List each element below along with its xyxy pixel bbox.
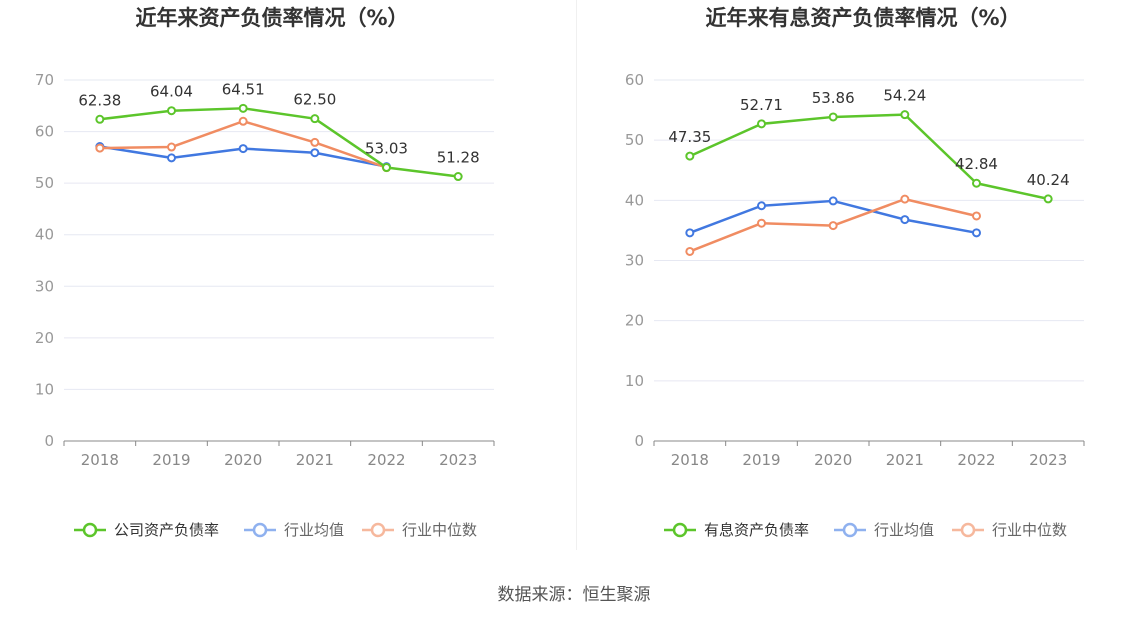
y-tick-label: 50 (35, 174, 54, 192)
data-point (95, 114, 105, 124)
x-tick-label: 2023 (439, 451, 477, 469)
data-point (900, 110, 910, 120)
y-tick-label: 20 (625, 312, 644, 330)
data-label: 62.38 (78, 91, 121, 109)
data-point (685, 246, 695, 256)
y-tick-label: 50 (625, 131, 644, 149)
data-label: 53.86 (812, 89, 855, 107)
data-point (757, 218, 766, 228)
chart-1: 近年来资产负债率情况（%） 0 10 20 30 40 50 60 70 2018 2019 2020… (35, 6, 495, 539)
legend-marker (960, 522, 976, 538)
legend-label: 行业均值 (284, 521, 344, 539)
data-point (382, 163, 391, 173)
data-point (238, 144, 248, 154)
x-tick-label: 2022 (367, 451, 405, 469)
y-tick-label: 30 (625, 252, 644, 270)
data-point (453, 172, 463, 182)
legend-item: 行业均值 (834, 521, 934, 539)
data-label: 54.24 (883, 87, 926, 105)
data-point (972, 228, 981, 238)
data-point (828, 221, 838, 231)
legend-marker (252, 522, 268, 538)
y-tick-label: 10 (625, 372, 644, 390)
data-point (238, 103, 248, 113)
data-point (167, 106, 176, 116)
series-line (99, 107, 459, 178)
data-label: 64.04 (150, 83, 193, 101)
x-tick-label: 2020 (224, 451, 262, 469)
data-point (685, 151, 695, 161)
y-tick-label: 0 (634, 432, 644, 450)
data-point (900, 215, 910, 225)
x-tick-label: 2021 (886, 451, 924, 469)
legend-label: 行业中位数 (992, 521, 1067, 539)
legend-marker (842, 522, 858, 538)
data-point (972, 178, 981, 188)
x-tick-label: 2018 (81, 451, 119, 469)
data-point (972, 211, 981, 221)
y-tick-label: 60 (35, 123, 54, 141)
y-tick-label: 70 (35, 71, 54, 89)
x-tick-label: 2022 (957, 451, 995, 469)
legend-label: 行业均值 (874, 521, 934, 539)
data-label: 62.50 (293, 91, 336, 109)
data-point (167, 142, 176, 152)
x-tick-label: 2019 (742, 451, 780, 469)
data-point (1043, 194, 1053, 204)
y-tick-label: 40 (35, 226, 54, 244)
legend-marker (82, 522, 98, 538)
data-point (238, 116, 248, 126)
data-point (310, 137, 320, 147)
legend-item: 行业均值 (244, 521, 344, 539)
chart-2: 近年来有息资产负债率情况（%） 0 10 20 30 40 50 60 2018 2019 2020… (625, 6, 1085, 539)
data-label: 40.24 (1027, 171, 1070, 189)
legend-marker (370, 522, 386, 538)
y-tick-label: 20 (35, 329, 54, 347)
x-tick-label: 2023 (1029, 451, 1067, 469)
legend-label: 公司资产负债率 (114, 521, 219, 539)
y-tick-label: 0 (44, 432, 54, 450)
y-tick-label: 30 (35, 277, 54, 295)
data-point (685, 228, 695, 238)
data-point (310, 148, 320, 158)
data-label: 53.03 (365, 140, 408, 158)
legend-item: 有息资产负债率 (664, 521, 809, 539)
data-point (757, 201, 766, 211)
data-point (757, 119, 766, 129)
series-line (689, 113, 1049, 201)
legend-item: 行业中位数 (952, 521, 1067, 539)
legend-item: 行业中位数 (362, 521, 477, 539)
x-tick-label: 2020 (814, 451, 852, 469)
source-note: 数据来源：恒生聚源 (497, 585, 651, 605)
data-label: 64.51 (222, 80, 265, 98)
x-tick-label: 2019 (152, 451, 190, 469)
data-label: 51.28 (437, 149, 480, 167)
y-tick-label: 40 (625, 191, 644, 209)
data-label: 42.84 (955, 155, 998, 173)
chart-title: 近年来有息资产负债率情况（%） (705, 6, 1020, 30)
legend-item: 公司资产负债率 (74, 521, 219, 539)
data-point (310, 114, 320, 124)
data-point (900, 194, 910, 204)
legend-marker (672, 522, 688, 538)
data-point (828, 112, 838, 122)
data-label: 52.71 (740, 96, 783, 114)
y-tick-label: 60 (625, 71, 644, 89)
legend-label: 行业中位数 (402, 521, 477, 539)
data-point (828, 196, 838, 206)
chart-title: 近年来资产负债率情况（%） (135, 6, 408, 30)
legend-label: 有息资产负债率 (704, 521, 809, 539)
panel-divider (576, 0, 577, 550)
data-point (95, 143, 105, 153)
data-label: 47.35 (668, 128, 711, 146)
y-tick-label: 10 (35, 380, 54, 398)
x-tick-label: 2018 (671, 451, 709, 469)
data-point (167, 153, 176, 163)
x-tick-label: 2021 (296, 451, 334, 469)
